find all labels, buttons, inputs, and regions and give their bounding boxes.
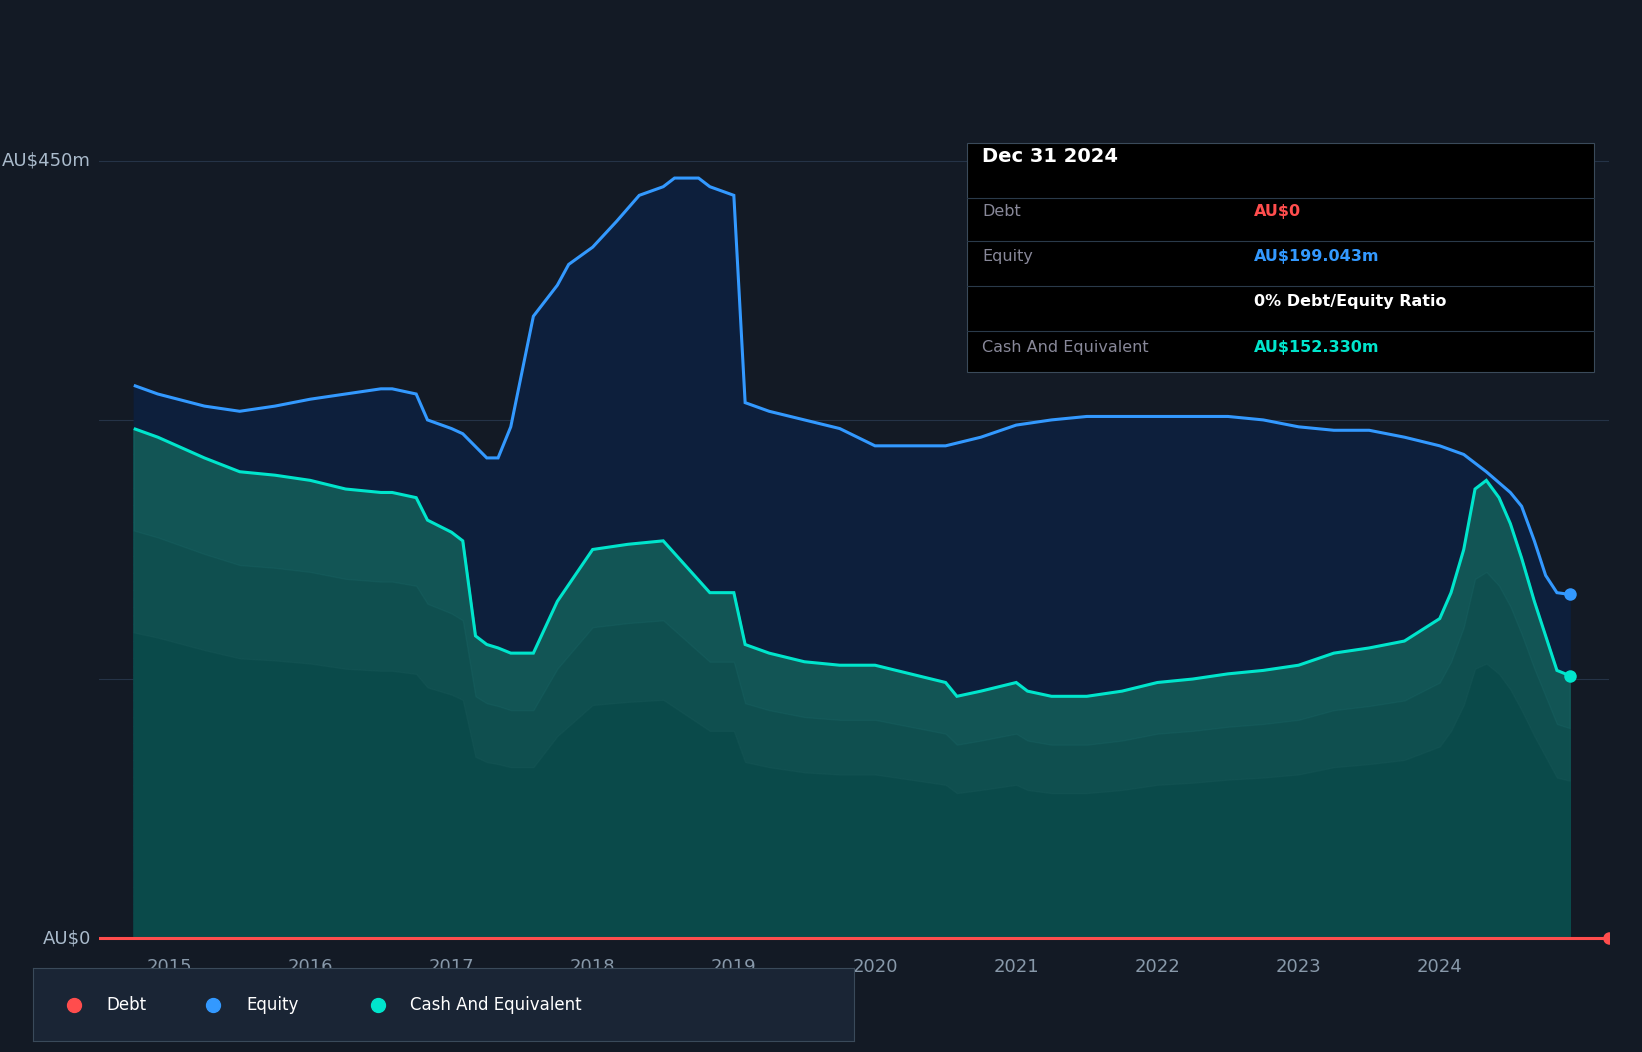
Text: AU$0: AU$0 (43, 929, 90, 947)
Text: AU$199.043m: AU$199.043m (1254, 249, 1379, 264)
Text: Dec 31 2024: Dec 31 2024 (982, 147, 1118, 166)
Text: AU$152.330m: AU$152.330m (1254, 340, 1379, 355)
Text: Equity: Equity (982, 249, 1033, 264)
Text: AU$0: AU$0 (1254, 204, 1300, 219)
Text: AU$450m: AU$450m (2, 151, 90, 169)
FancyBboxPatch shape (967, 143, 1594, 372)
Text: Debt: Debt (982, 204, 1021, 219)
Text: Debt: Debt (107, 995, 146, 1014)
Text: Cash And Equivalent: Cash And Equivalent (410, 995, 583, 1014)
Text: 0% Debt/Equity Ratio: 0% Debt/Equity Ratio (1254, 295, 1447, 309)
Text: Cash And Equivalent: Cash And Equivalent (982, 340, 1149, 355)
Text: Equity: Equity (246, 995, 299, 1014)
